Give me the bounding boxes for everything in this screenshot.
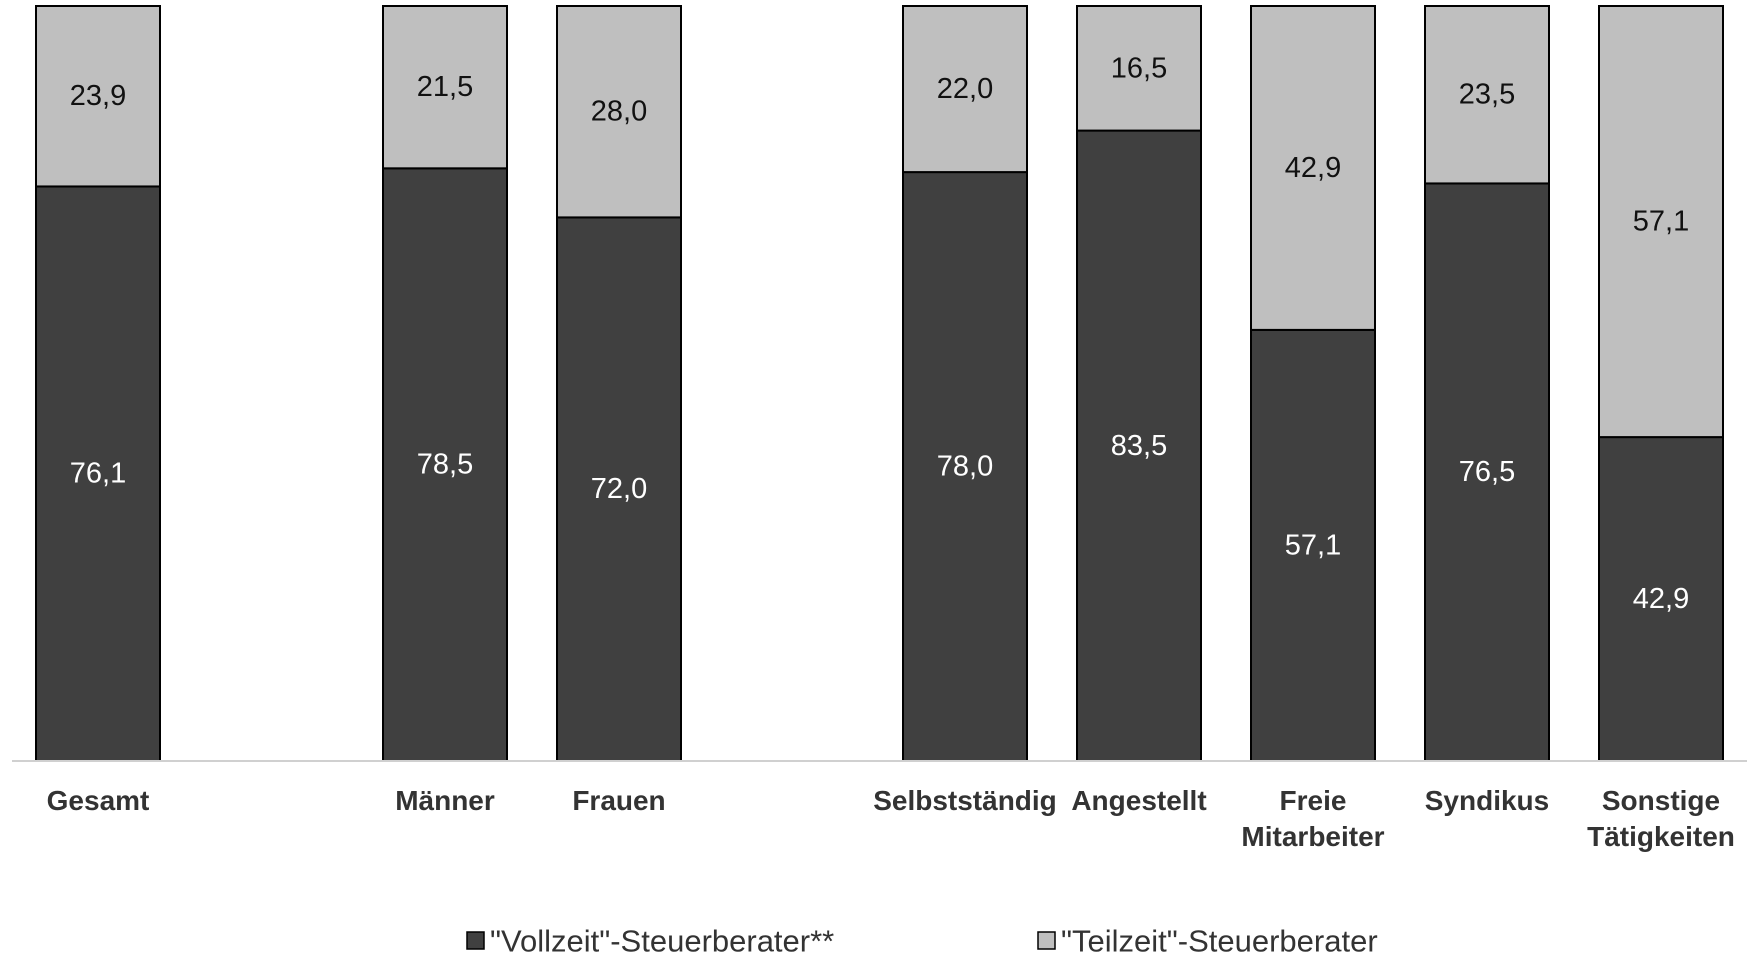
bar-segment-teilzeit xyxy=(1424,5,1550,185)
bar-segment-teilzeit xyxy=(556,5,682,219)
category-label: Gesamt xyxy=(47,785,150,816)
legend-swatch xyxy=(466,931,485,950)
category-label: Sonstige Tätigkeiten xyxy=(1587,785,1735,852)
bar-segment-teilzeit xyxy=(1250,5,1376,331)
data-label: 72,0 xyxy=(591,473,647,505)
bar-segment-teilzeit xyxy=(35,5,161,188)
data-label: 28,0 xyxy=(591,96,647,128)
category-label-line: Gesamt xyxy=(47,785,150,816)
legend-label: "Teilzeit"-Steuerberater xyxy=(1061,924,1378,956)
data-label: 83,5 xyxy=(1111,430,1167,462)
category-labels: Gesamt Männer Frauen Selbstständig Angestell… xyxy=(47,785,1735,852)
category-label: Selbstständig xyxy=(873,785,1057,816)
bar-segment-vollzeit xyxy=(1250,328,1376,762)
category-label-line: Freie xyxy=(1280,785,1347,816)
data-label: 78,5 xyxy=(417,449,473,481)
data-label: 78,0 xyxy=(937,451,993,483)
legend: "Vollzeit"-Steuerberater** "Teilzeit"-Ste… xyxy=(466,924,1378,956)
data-label: 57,1 xyxy=(1285,529,1341,561)
category-label-line: Männer xyxy=(395,785,495,816)
data-label: 21,5 xyxy=(417,71,473,103)
category-label-line: Angestellt xyxy=(1071,785,1206,816)
data-label: 76,1 xyxy=(70,458,126,490)
bar-segment-vollzeit xyxy=(556,216,682,762)
bar-segment-vollzeit xyxy=(35,185,161,762)
data-label: 42,9 xyxy=(1285,152,1341,184)
bar-segment-vollzeit xyxy=(1598,436,1724,762)
category-label-line: Selbstständig xyxy=(873,785,1057,816)
category-label-line: Frauen xyxy=(572,785,665,816)
data-label: 42,9 xyxy=(1633,583,1689,615)
data-label: 23,9 xyxy=(70,80,126,112)
category-label: Angestellt xyxy=(1071,785,1206,816)
bar-segment-teilzeit xyxy=(902,5,1028,174)
bar-segment-teilzeit xyxy=(1598,5,1724,439)
bar-segment-teilzeit xyxy=(382,5,508,170)
data-label: 22,0 xyxy=(937,73,993,105)
data-label: 16,5 xyxy=(1111,52,1167,84)
data-label: 57,1 xyxy=(1633,206,1689,238)
bars-layer: 76,1 23,9 78,5 21,5 72,0 28,0 78,0 22,0 83,5 16,5… xyxy=(35,5,1724,763)
category-label: Männer xyxy=(395,785,495,816)
category-label: Syndikus xyxy=(1425,785,1549,816)
legend-label: "Vollzeit"-Steuerberater** xyxy=(490,924,834,956)
category-label-line: Sonstige xyxy=(1602,785,1720,816)
category-label-line: Mitarbeiter xyxy=(1241,821,1384,852)
category-label: Freie Mitarbeiter xyxy=(1241,785,1384,852)
bar-segment-teilzeit xyxy=(1076,5,1202,132)
category-label-line: Tätigkeiten xyxy=(1587,821,1735,852)
data-label: 76,5 xyxy=(1459,456,1515,488)
data-label: 23,5 xyxy=(1459,79,1515,111)
bar-segment-vollzeit xyxy=(1424,182,1550,763)
category-label-line: Syndikus xyxy=(1425,785,1549,816)
category-label: Frauen xyxy=(572,785,665,816)
legend-swatch xyxy=(1037,931,1056,950)
